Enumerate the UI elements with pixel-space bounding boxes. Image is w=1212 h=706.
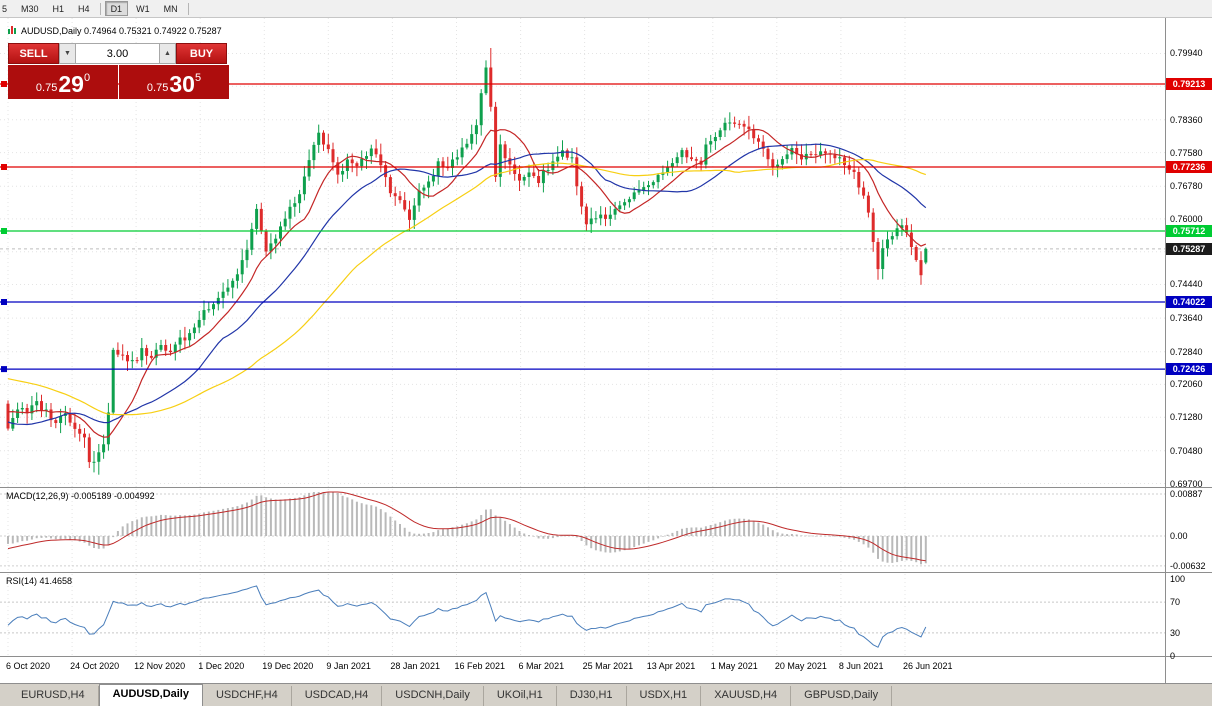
sell-button[interactable]: SELL	[8, 43, 59, 64]
ask-price-display[interactable]: 0.75 30 5	[119, 65, 229, 99]
date-axis-separator	[0, 656, 1212, 657]
date-label: 28 Jan 2021	[390, 661, 440, 671]
chart-tab-usdx-h1[interactable]: USDX,H1	[627, 686, 702, 706]
date-label: 1 Dec 2020	[198, 661, 245, 671]
chart-tab-xauusd-h4[interactable]: XAUUSD,H4	[701, 686, 792, 706]
chart-tab-eurusd-h4[interactable]: EURUSD,H4	[8, 686, 99, 706]
timeframe-button-M30[interactable]: M30	[21, 3, 39, 14]
date-label: 26 Jun 2021	[902, 661, 953, 671]
chart-tab-usdcnh-daily[interactable]: USDCNH,Daily	[382, 686, 484, 706]
trade-panel-prices: 0.75 29 0 0.75 30 5	[8, 65, 229, 99]
chart-tab-usdchf-h4[interactable]: USDCHF,H4	[203, 686, 292, 706]
date-label: 13 Apr 2021	[646, 661, 696, 671]
panel-separator[interactable]	[0, 572, 1212, 573]
moving-average-10	[7, 128, 927, 438]
date-label: 16 Feb 2021	[454, 661, 506, 671]
date-label: 24 Oct 2020	[70, 661, 120, 671]
chart-tab-audusd-daily[interactable]: AUDUSD,Daily	[98, 684, 203, 706]
ask-price-sup: 5	[194, 72, 202, 84]
chart-window-icon	[8, 25, 17, 36]
date-label: 25 Mar 2021	[582, 661, 634, 671]
timeframe-button-MN[interactable]: MN	[163, 3, 178, 14]
macd-signal-line	[7, 491, 926, 562]
trade-panel-controls: SELL ▼ ▲ BUY	[8, 43, 229, 64]
level-line-handle[interactable]	[1, 164, 7, 170]
date-label: 20 May 2021	[774, 661, 827, 671]
level-line-handle[interactable]	[1, 228, 7, 234]
panel-separator[interactable]	[0, 487, 1212, 488]
chart-tab-dj30-h1[interactable]: DJ30,H1	[557, 686, 627, 706]
volume-input[interactable]	[76, 43, 159, 64]
date-label: 12 Nov 2020	[134, 661, 186, 671]
macd-label: MACD(12,26,9) -0.005189 -0.004992	[6, 491, 155, 501]
symbol-ohlc-text: AUDUSD,Daily 0.74964 0.75321 0.74922 0.7…	[21, 25, 222, 36]
toolbar-separator	[187, 2, 189, 15]
price-chart-panel[interactable]	[0, 18, 1165, 487]
bid-price-big: 29	[58, 71, 84, 97]
date-label: 9 Jan 2021	[326, 661, 371, 671]
chart-tab-ukoil-h1[interactable]: UKOil,H1	[484, 686, 557, 706]
timeframe-button-W1[interactable]: W1	[136, 3, 150, 14]
bid-price-display[interactable]: 0.75 29 0	[8, 65, 118, 99]
date-label: 6 Oct 2020	[6, 661, 51, 671]
buy-button[interactable]: BUY	[176, 43, 227, 64]
date-label: 1 May 2021	[710, 661, 758, 671]
rsi-label: RSI(14) 41.4658	[6, 576, 73, 586]
bid-price-sup: 0	[83, 72, 91, 84]
chart-tabs-bar: EURUSD,H4 AUDUSD,Daily USDCHF,H4 USDCAD,H4 U…	[0, 683, 1212, 706]
moving-average-52	[7, 158, 927, 416]
rsi-canvas[interactable]	[0, 574, 1165, 656]
volume-decrement-button[interactable]: ▼	[59, 43, 76, 64]
date-label: 19 Dec 2020	[262, 661, 314, 671]
timeframe-button-D1[interactable]: D1	[104, 1, 129, 16]
rsi-line	[7, 585, 927, 648]
date-label: 8 Jun 2021	[838, 661, 884, 671]
ask-price-prefix: 0.75	[146, 82, 169, 94]
timeframe-button-5[interactable]: 5	[2, 3, 8, 14]
chart-tab-usdcad-h4[interactable]: USDCAD,H4	[292, 686, 383, 706]
price-chart-canvas[interactable]	[0, 18, 1165, 487]
ask-price-big: 30	[169, 71, 195, 97]
timeframe-button-H4[interactable]: H4	[78, 3, 90, 14]
date-label: 6 Mar 2021	[518, 661, 565, 671]
bid-price-prefix: 0.75	[35, 82, 58, 94]
chart-tab-gbpusd-daily[interactable]: GBPUSD,Daily	[791, 686, 893, 706]
level-line-handle[interactable]	[1, 366, 7, 373]
toolbar-separator	[99, 2, 101, 15]
timeframe-toolbar: 5 M30 H1 H4 D1 W1 MN	[0, 0, 1212, 18]
chart-symbol-label: AUDUSD,Daily 0.74964 0.75321 0.74922 0.7…	[8, 25, 222, 36]
level-line-handle[interactable]	[1, 299, 7, 305]
macd-canvas[interactable]	[0, 489, 1165, 572]
moving-average-24	[7, 143, 927, 426]
timeframe-button-H1[interactable]: H1	[52, 3, 65, 14]
volume-increment-button[interactable]: ▲	[159, 43, 176, 64]
price-axis	[1165, 18, 1212, 683]
level-line-handle[interactable]	[1, 81, 7, 87]
rsi-indicator-panel[interactable]	[0, 574, 1165, 656]
macd-indicator-panel[interactable]	[0, 489, 1165, 572]
